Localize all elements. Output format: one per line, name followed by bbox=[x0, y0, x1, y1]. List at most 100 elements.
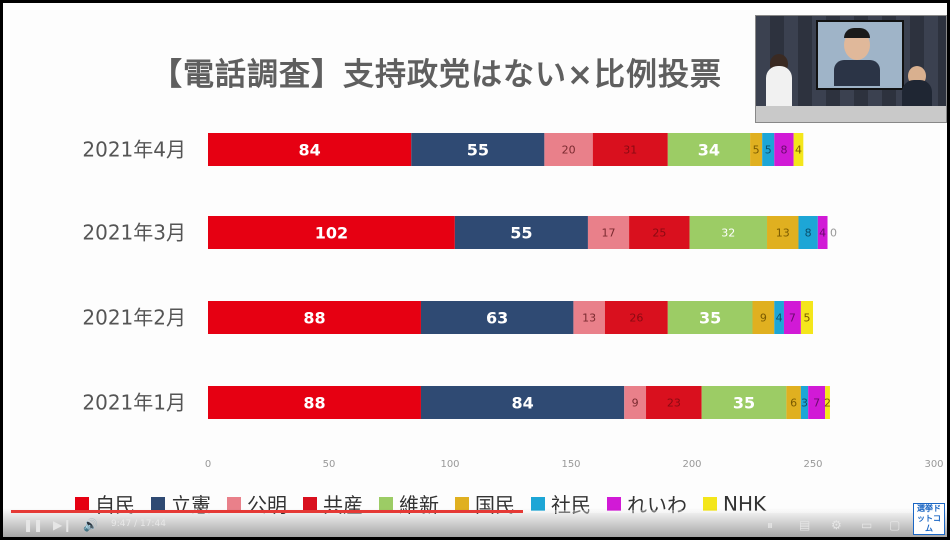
data-label: 6 bbox=[790, 397, 797, 410]
pause-icon[interactable]: ❚❚ bbox=[23, 518, 44, 532]
bar-segment bbox=[817, 216, 828, 249]
bar-segment bbox=[629, 216, 690, 249]
data-label: 23 bbox=[667, 397, 681, 410]
presenter-video-inset bbox=[755, 15, 947, 123]
category-label: 2021年4月 bbox=[82, 138, 186, 162]
duration: 17:44 bbox=[139, 519, 166, 529]
remote-guest-hair bbox=[844, 28, 870, 38]
legend-label: 維新 bbox=[399, 493, 439, 517]
data-label: 8 bbox=[780, 144, 787, 157]
legend-swatch bbox=[379, 496, 393, 511]
legend-swatch bbox=[607, 496, 621, 511]
bar-segment bbox=[774, 133, 794, 166]
legend-label: 共産 bbox=[323, 493, 363, 517]
x-tick-label: 100 bbox=[440, 459, 459, 470]
legend-swatch bbox=[303, 496, 317, 511]
chart-title: 【電話調査】支持政党はない×比例投票 bbox=[151, 57, 722, 93]
data-label: 5 bbox=[753, 144, 760, 157]
autoplay-toggle-icon[interactable]: ⏸ bbox=[767, 518, 774, 532]
current-time: 9:47 bbox=[111, 519, 132, 529]
data-label: 88 bbox=[303, 309, 325, 328]
legend-item: 維新 bbox=[379, 489, 439, 518]
legend-swatch bbox=[531, 496, 545, 511]
data-label: 13 bbox=[582, 312, 596, 325]
bar-segment bbox=[701, 386, 787, 419]
data-label: 88 bbox=[303, 394, 325, 413]
theater-mode-icon[interactable]: ▢ bbox=[889, 518, 901, 532]
bar-segment bbox=[454, 216, 588, 249]
data-label: 31 bbox=[623, 144, 637, 157]
progress-bar-fill bbox=[11, 510, 524, 513]
data-label: 84 bbox=[511, 394, 533, 413]
data-label: 32 bbox=[721, 227, 735, 240]
data-label: 35 bbox=[733, 394, 755, 413]
legend-label: 国民 bbox=[475, 493, 515, 517]
x-tick-label: 200 bbox=[682, 459, 701, 470]
gear-icon[interactable]: ⚙ bbox=[831, 518, 842, 532]
time-readout: 9:47 / 17:44 bbox=[111, 519, 166, 529]
legend-item: 公明 bbox=[227, 489, 287, 518]
bar-segment bbox=[420, 386, 625, 419]
data-label: 20 bbox=[562, 144, 576, 157]
bar-segment bbox=[667, 301, 753, 334]
data-label: 7 bbox=[813, 397, 820, 410]
legend-label: 立憲 bbox=[171, 493, 211, 517]
next-icon[interactable]: ▶❙ bbox=[53, 518, 73, 532]
bar-segment bbox=[752, 301, 775, 334]
data-label: 84 bbox=[299, 141, 321, 160]
legend-label: 自民 bbox=[95, 493, 135, 517]
data-label: 34 bbox=[698, 141, 720, 160]
legend-item: 社民 bbox=[531, 489, 591, 518]
bar-segment bbox=[573, 301, 605, 334]
bar-segment bbox=[624, 386, 647, 419]
data-label: 5 bbox=[803, 312, 810, 325]
data-label: 8 bbox=[805, 227, 812, 240]
data-label: 4 bbox=[819, 227, 826, 240]
bar-segment bbox=[544, 133, 593, 166]
bar-segment bbox=[750, 133, 763, 166]
bar-segment bbox=[800, 301, 813, 334]
data-label: 35 bbox=[699, 309, 721, 328]
video-frame: 【電話調査】支持政党はない×比例投票 2021年4月 84 55 20 31 34 5 5 8 4… bbox=[3, 3, 947, 537]
bar-segment bbox=[420, 301, 574, 334]
bar-segment bbox=[808, 386, 826, 419]
legend-label: れいわ bbox=[627, 493, 687, 517]
subtitles-icon[interactable]: ▤ bbox=[799, 518, 811, 532]
legend-swatch bbox=[151, 496, 165, 511]
data-label: 102 bbox=[315, 224, 348, 243]
bar-segment bbox=[774, 301, 784, 334]
x-tick-label: 150 bbox=[561, 459, 580, 470]
legend-item: 共産 bbox=[303, 489, 363, 518]
bar-segment bbox=[604, 301, 668, 334]
remote-guest-body bbox=[834, 60, 880, 86]
chart-legend: 自民 立憲 公明 共産 維新 国民 社民 れいわ NHK bbox=[75, 489, 766, 518]
legend-item: れいわ bbox=[607, 489, 687, 518]
category-label: 2021年3月 bbox=[82, 221, 186, 245]
data-label: 63 bbox=[486, 309, 508, 328]
category-label: 2021年1月 bbox=[82, 391, 186, 415]
x-tick-label: 0 bbox=[205, 459, 211, 470]
data-label: 5 bbox=[765, 144, 772, 157]
bar-segment bbox=[767, 216, 799, 249]
legend-label: 公明 bbox=[247, 493, 287, 517]
data-label: 4 bbox=[795, 144, 802, 157]
bar-segment bbox=[783, 301, 801, 334]
bar-segment bbox=[208, 386, 421, 419]
legend-item: NHK bbox=[703, 489, 766, 518]
data-label: 13 bbox=[776, 227, 790, 240]
bar-segment bbox=[592, 133, 668, 166]
legend-item: 自民 bbox=[75, 489, 135, 518]
progress-bar[interactable] bbox=[11, 510, 939, 513]
legend-swatch bbox=[75, 496, 89, 511]
data-label: 25 bbox=[652, 227, 666, 240]
presenter-left-body bbox=[766, 66, 792, 110]
category-label: 2021年2月 bbox=[82, 306, 186, 330]
miniplayer-icon[interactable]: ▭ bbox=[861, 518, 873, 532]
legend-item: 立憲 bbox=[151, 489, 211, 518]
data-label: 2 bbox=[824, 397, 831, 410]
bar-segment bbox=[587, 216, 630, 249]
volume-icon[interactable]: 🔊 bbox=[83, 518, 98, 532]
data-label: 7 bbox=[789, 312, 796, 325]
bar-segment bbox=[411, 133, 545, 166]
bar-segment bbox=[646, 386, 702, 419]
